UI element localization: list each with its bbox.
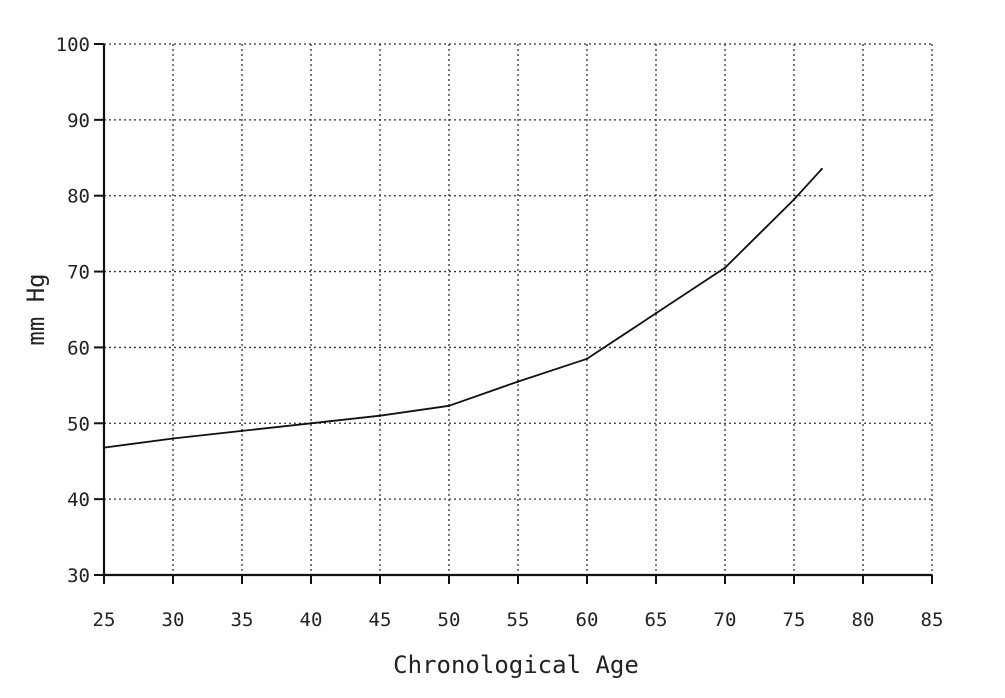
x-tick-label-65: 65 [645,609,668,631]
data-point-45 [378,414,382,417]
y-tick-label-60: 60 [67,337,90,359]
x-tick-label-85: 85 [921,609,944,631]
x-tick-label-70: 70 [714,609,737,631]
y-tick-label-70: 70 [67,262,90,284]
ticks: 25 30 35 40 45 50 55 60 65 70 75 80 8530405060708090… [56,34,944,631]
x-tick-label-40: 40 [300,609,323,631]
x-tick-label-50: 50 [438,609,461,631]
x-tick-label-75: 75 [783,609,806,631]
data-point-35 [240,429,244,433]
x-tick-label-35: 35 [231,609,254,631]
x-tick-label-60: 60 [576,609,599,631]
grid [104,43,933,575]
x-tick-label-25: 25 [93,609,116,631]
y-axis-label: mm Hg [22,273,50,345]
y-tick-label-30: 30 [67,565,90,587]
data-point-70 [723,266,727,269]
x-tick-label-30: 30 [162,609,185,631]
data-point-55 [516,380,520,383]
series-line-0 [103,168,823,449]
y-tick-label-100: 100 [56,34,90,56]
y-tick-label-80: 80 [67,186,90,208]
data-point-60 [585,357,589,361]
y-tick-label-50: 50 [67,413,90,435]
x-tick-label-80: 80 [852,609,875,631]
data-point-40 [309,422,313,425]
x-tick-label-45: 45 [369,609,392,631]
data-point-50 [447,404,451,408]
x-axis-label: Chronological Age [393,651,639,679]
data-point-30 [171,437,175,440]
x-tick-label-55: 55 [507,609,530,631]
series [102,167,823,449]
y-tick-label-90: 90 [67,110,90,132]
data-point-75 [792,198,796,201]
y-tick-label-40: 40 [67,489,90,511]
data-point-77 [820,167,823,171]
data-point-65 [654,312,658,315]
data-point-25 [102,446,106,449]
